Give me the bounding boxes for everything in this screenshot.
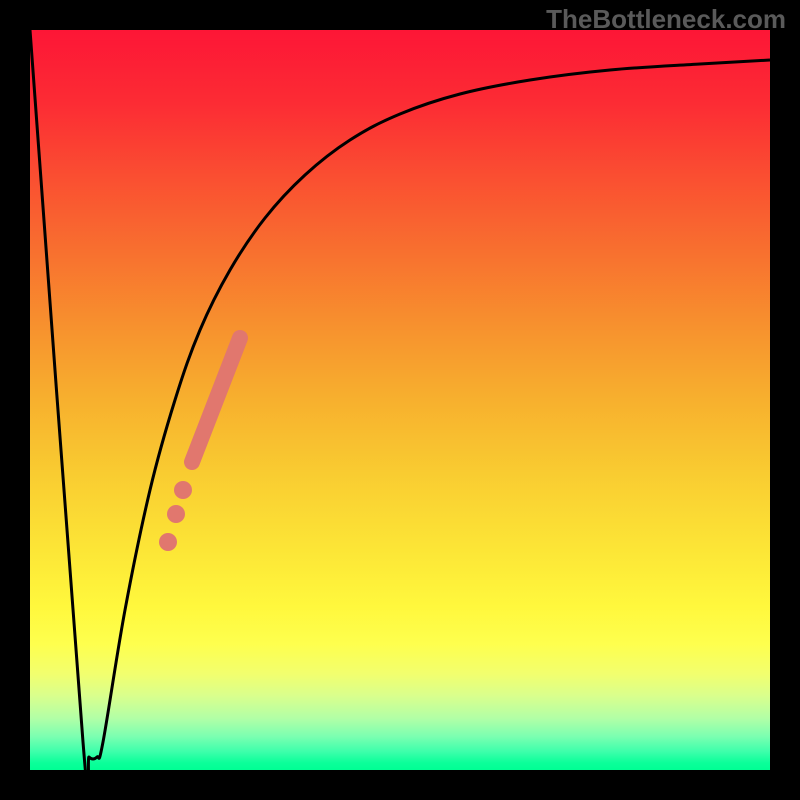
bottleneck-curve-chart [0, 0, 800, 800]
chart-frame: TheBottleneck.com [0, 0, 800, 800]
plot-background [30, 30, 770, 770]
watermark-text: TheBottleneck.com [546, 4, 786, 35]
highlight-dot [159, 533, 177, 551]
highlight-dot [167, 505, 185, 523]
highlight-dot [174, 481, 192, 499]
